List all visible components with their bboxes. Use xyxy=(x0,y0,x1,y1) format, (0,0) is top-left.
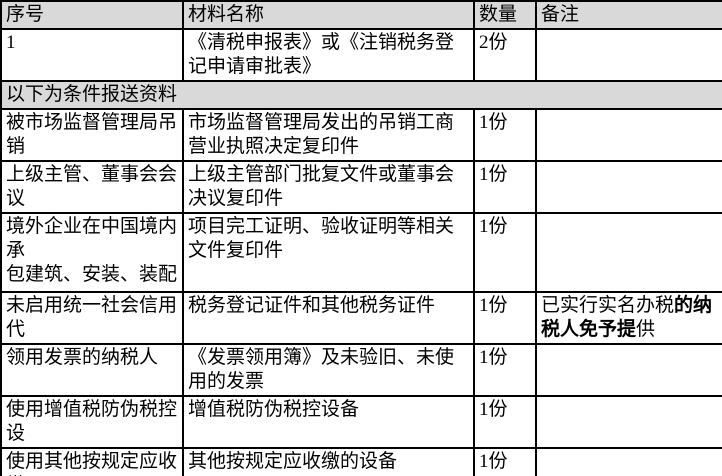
quantity-cell: 1份 xyxy=(473,160,537,214)
table-row-1: 1 《清税申报表》或《注销税务登记申请审批表》 2份 xyxy=(0,28,722,82)
section-divider-row: 以下为条件报送资料 xyxy=(0,80,722,110)
remark-cell xyxy=(535,160,722,214)
condition-cell: 使用增值税防伪税控设 xyxy=(0,395,184,449)
header-remark: 备注 xyxy=(535,0,722,30)
condition-cell: 领用发票的纳税人 xyxy=(0,343,184,397)
material-name-cell: 税务登记证件和其他税务证件 xyxy=(182,291,475,345)
condition-cell: 境外企业在中国境内承 包建筑、安装、装配 xyxy=(0,212,184,293)
condition-cell: 上级主管、董事会会议 xyxy=(0,160,184,214)
material-name-cell: 《清税申报表》或《注销税务登记申请审批表》 xyxy=(182,28,475,82)
remark-cell xyxy=(535,343,722,397)
quantity-cell: 1份 xyxy=(473,212,537,293)
remark-cell xyxy=(535,28,722,82)
remark-text: 供 xyxy=(636,319,656,340)
material-name-cell: 项目完工证明、验收证明等相关文件复印件 xyxy=(182,212,475,293)
quantity-cell: 1份 xyxy=(473,343,537,397)
material-name-cell: 增值税防伪税控设备 xyxy=(182,395,475,449)
table-row: 使用其他按规定应收缴其他按规定应收缴的设备1份 xyxy=(0,447,722,476)
header-material-name: 材料名称 xyxy=(182,0,475,30)
remark-cell xyxy=(535,447,722,476)
remark-text: 已实行实名办税 xyxy=(541,295,675,316)
header-seq: 序号 xyxy=(0,0,184,30)
remark-text-bold: 的纳税人免予提 xyxy=(541,295,713,340)
material-name-cell: 上级主管部门批复文件或董事会决议复印件 xyxy=(182,160,475,214)
condition-cell: 被市场监督管理局吊销 xyxy=(0,108,184,162)
quantity-cell: 1份 xyxy=(473,395,537,449)
table-header-row: 序号 材料名称 数量 备注 xyxy=(0,0,722,30)
header-quantity: 数量 xyxy=(473,0,537,30)
material-name-cell: 市场监督管理局发出的吊销工商营业执照决定复印件 xyxy=(182,108,475,162)
remark-cell xyxy=(535,395,722,449)
table-row: 境外企业在中国境内承 包建筑、安装、装配 项目完工证明、验收证明等相关文件复印件 1… xyxy=(0,212,722,293)
quantity-cell: 1份 xyxy=(473,108,537,162)
remark-cell: 已实行实名办税的纳税人免予提供 xyxy=(535,291,722,345)
quantity-cell: 1份 xyxy=(473,447,537,476)
quantity-cell: 2份 xyxy=(473,28,537,82)
seq-cell: 1 xyxy=(0,28,184,82)
quantity-cell: 1份 xyxy=(473,291,537,345)
table-row: 领用发票的纳税人 《发票领用簿》及未验旧、未使用的发票 1份 xyxy=(0,343,722,397)
table-row: 被市场监督管理局吊销 市场监督管理局发出的吊销工商营业执照决定复印件 1份 xyxy=(0,108,722,162)
condition-cell: 使用其他按规定应收缴 xyxy=(0,447,184,476)
conditional-rows: 被市场监督管理局吊销 市场监督管理局发出的吊销工商营业执照决定复印件 1份 上级主管、… xyxy=(0,108,722,476)
table-row: 使用增值税防伪税控设 增值税防伪税控设备 1份 xyxy=(0,395,722,449)
material-name-cell: 《发票领用簿》及未验旧、未使用的发票 xyxy=(182,343,475,397)
remark-cell xyxy=(535,212,722,293)
table-row: 未启用统一社会信用代 税务登记证件和其他税务证件 1份 已实行实名办税的纳税人免予提供 xyxy=(0,291,722,345)
condition-cell: 未启用统一社会信用代 xyxy=(0,291,184,345)
section-title: 以下为条件报送资料 xyxy=(0,80,722,110)
material-name-cell: 其他按规定应收缴的设备 xyxy=(182,447,475,476)
remark-cell xyxy=(535,108,722,162)
table-row: 上级主管、董事会会议 上级主管部门批复文件或董事会决议复印件 1份 xyxy=(0,160,722,214)
